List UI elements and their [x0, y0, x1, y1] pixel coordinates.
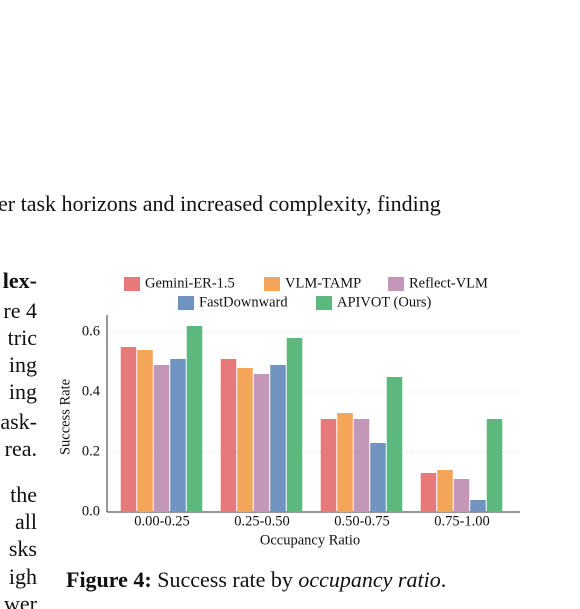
- body-line: er task horizons and increased complexit…: [0, 191, 441, 216]
- body-fragment: ing: [9, 352, 37, 377]
- bar: [286, 338, 303, 512]
- caption-text: Success rate by: [157, 567, 293, 592]
- y-tick-label: 0.4: [82, 383, 101, 399]
- legend-label: FastDownward: [199, 294, 288, 310]
- body-fragment: re 4: [3, 298, 37, 323]
- bar: [337, 413, 353, 512]
- bar: [186, 326, 203, 512]
- x-tick-label: 0.75-1.00: [434, 513, 490, 529]
- x-axis-label: Occupancy Ratio: [260, 532, 360, 548]
- body-fragment: ask-: [0, 409, 37, 434]
- body-fragment: tric: [8, 325, 38, 350]
- y-tick-label: 0.2: [82, 443, 100, 459]
- bar: [353, 419, 370, 512]
- y-tick-label: 0.0: [82, 503, 100, 519]
- x-tick-label: 0.00-0.25: [134, 513, 190, 529]
- bar: [153, 365, 170, 512]
- body-fragment: ing: [9, 379, 37, 404]
- x-tick-label: 0.25-0.50: [234, 513, 290, 529]
- bar: [420, 473, 437, 512]
- body-fragment: rea.: [5, 436, 37, 461]
- legend-label: Gemini-ER-1.5: [145, 275, 235, 291]
- bar: [120, 347, 137, 512]
- bar: [253, 374, 270, 512]
- bar: [320, 419, 337, 512]
- bar: [237, 368, 253, 512]
- legend-label: Reflect-VLM: [409, 275, 488, 291]
- bar: [386, 377, 403, 512]
- bar: [170, 359, 186, 512]
- x-tick-label: 0.50-0.75: [334, 513, 390, 529]
- body-fragment: lex-: [3, 268, 37, 293]
- caption-emphasis: occupancy ratio: [298, 567, 440, 592]
- body-fragment: sks: [9, 536, 37, 561]
- bar: [270, 365, 286, 512]
- legend-swatch: [178, 296, 194, 310]
- y-tick-label: 0.6: [82, 323, 100, 339]
- bar: [370, 443, 386, 512]
- caption-end: .: [441, 567, 447, 592]
- bar: [486, 419, 503, 512]
- caption-label: Figure 4:: [66, 567, 152, 592]
- legend-swatch: [388, 277, 404, 291]
- legend-label: VLM-TAMP: [285, 275, 361, 291]
- body-fragment: the: [10, 482, 37, 507]
- body-fragment: igh: [9, 564, 37, 589]
- legend-label: APIVOT (Ours): [337, 294, 432, 310]
- legend-swatch: [316, 296, 332, 310]
- body-fragment: wer: [4, 591, 38, 609]
- bar: [453, 479, 470, 512]
- body-fragment: all: [15, 509, 37, 534]
- legend-swatch: [124, 277, 140, 291]
- y-axis-label: Success Rate: [57, 379, 73, 455]
- bar: [437, 470, 453, 512]
- caption: Figure 4: Success rate by occupancy rati…: [66, 567, 446, 592]
- bar: [137, 350, 153, 512]
- bar: [220, 359, 237, 512]
- legend-swatch: [264, 277, 280, 291]
- bar: [470, 500, 486, 512]
